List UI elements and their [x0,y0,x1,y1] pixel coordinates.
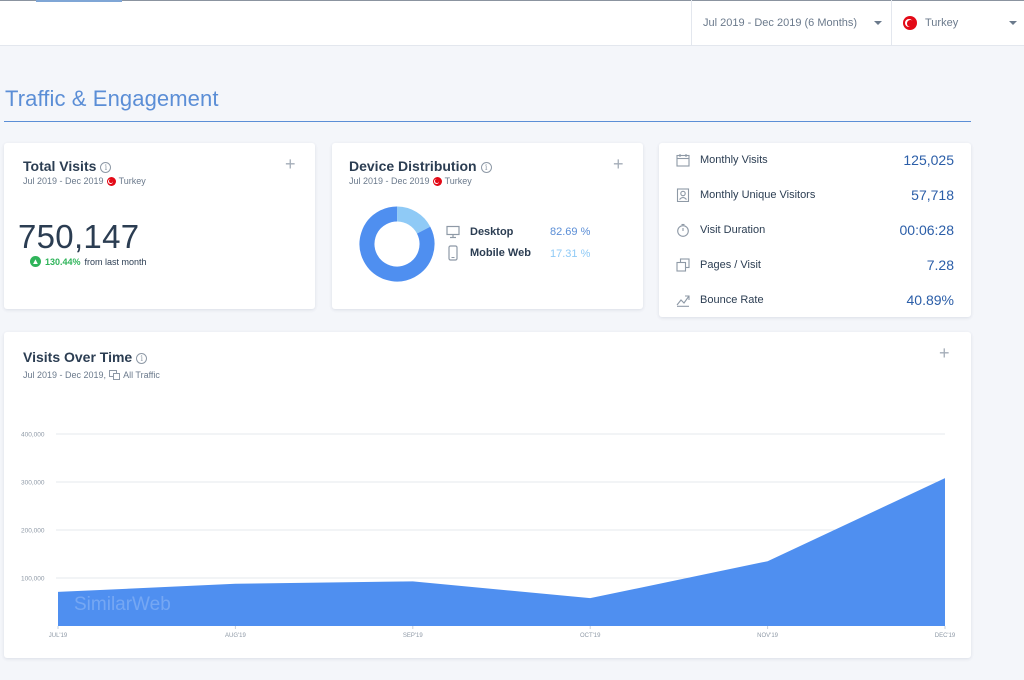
device-label: Desktop [470,226,514,238]
x-tick-label: AUG'19 [225,633,246,639]
device-distribution-title: Device Distribution i [349,158,492,174]
data-point[interactable] [587,595,593,601]
device-row-mobile: Mobile Web 17.31 % [446,245,590,261]
date-range-text: Jul 2019 - Dec 2019 [349,176,430,186]
donut-slice-desktop[interactable] [357,204,437,284]
device-share: 82.69 % [550,226,591,238]
x-tick-label: DEC'19 [935,633,956,639]
y-tick-label: 400,000 [21,432,45,439]
chevron-down-icon [874,21,882,25]
country-dropdown[interactable]: Turkey [903,0,1020,46]
donut-slice-mobile-web[interactable] [357,204,437,284]
section-title: Traffic & Engagement [5,86,219,111]
device-label: Mobile Web [470,247,531,259]
x-tick-label: OCT'19 [580,633,601,639]
visits-over-time-title-text: Visits Over Time [23,349,133,365]
device-distribution-subtitle: Jul 2019 - Dec 2019 Turkey [349,176,472,186]
growth-indicator: ▲ 130.44% from last month [30,256,147,267]
divider [691,0,692,46]
info-icon[interactable]: i [480,162,492,173]
metric-value: 7.28 [926,257,954,273]
metric-row: Monthly Unique Visitors 57,718 [676,185,954,205]
divider [891,0,892,46]
add-to-dashboard-button[interactable]: + [285,154,296,174]
y-tick-label: 100,000 [21,576,45,583]
mobile-icon [448,245,458,261]
metric-label: Monthly Unique Visitors [700,189,816,201]
metric-label: Visit Duration [700,224,766,236]
add-to-dashboard-button[interactable]: + [939,343,950,363]
desktop-icon [446,225,460,239]
calendar-icon [676,153,690,167]
visits-area[interactable] [58,478,945,626]
chevron-down-icon [1009,21,1017,25]
total-visits-subtitle: Jul 2019 - Dec 2019 Turkey [23,176,146,186]
traffic-label: All Traffic [123,370,160,380]
country-label: Turkey [925,17,959,29]
add-to-dashboard-button[interactable]: + [613,154,624,174]
growth-text: from last month [84,256,147,267]
turkey-flag-icon [106,176,116,186]
y-tick-label: 300,000 [21,480,45,487]
visits-area-chart: 100,000 200,000 300,000 400,000 SimilarWeb JU… [21,432,956,640]
metric-value: 57,718 [911,187,954,203]
metric-value: 40.89% [906,292,954,308]
stopwatch-icon [676,223,690,237]
metric-label: Pages / Visit [700,259,761,271]
y-tick-label: 200,000 [21,528,45,535]
total-visits-title: Total Visits i [23,158,112,174]
date-range-label: Jul 2019 - Dec 2019 (6 Months) [703,17,858,29]
data-point[interactable] [410,578,416,584]
pages-icon [676,258,690,272]
date-range-dropdown[interactable]: Jul 2019 - Dec 2019 (6 Months) [703,0,889,46]
engagement-metrics-card [659,143,971,317]
x-tick-label: NOV'19 [757,633,778,639]
arrow-up-icon: ▲ [30,256,41,267]
visits-over-time-title: Visits Over Time i [23,349,148,365]
bounce-icon [676,293,690,307]
x-tick-label: JUL'19 [49,633,68,639]
turkey-flag-icon [903,16,917,30]
active-tab-indicator [36,0,122,2]
total-visits-card: + [4,143,315,309]
metric-row: Monthly Visits 125,025 [676,150,954,170]
device-distribution-title-text: Device Distribution [349,158,477,174]
date-range-text: Jul 2019 - Dec 2019 [23,176,104,186]
date-range-text: Jul 2019 - Dec 2019, [23,370,107,380]
metric-value: 125,025 [903,152,954,168]
visits-over-time-subtitle: Jul 2019 - Dec 2019, All Traffic [23,370,160,380]
top-bar: Jul 2019 - Dec 2019 (6 Months) Turkey [0,0,1024,46]
metric-row: Pages / Visit 7.28 [676,255,954,275]
metric-row: Bounce Rate 40.89% [676,290,954,310]
metric-row: Visit Duration 00:06:28 [676,220,954,240]
visitor-icon [676,188,690,202]
metric-label: Bounce Rate [700,294,764,306]
total-visits-title-text: Total Visits [23,158,97,174]
device-share: 17.31 % [550,248,591,260]
turkey-flag-icon [432,176,442,186]
section-underline [4,121,971,122]
info-icon[interactable]: i [136,353,148,364]
data-point[interactable] [942,475,948,481]
all-traffic-icon [109,370,121,380]
growth-percent: 130.44% [45,256,81,267]
device-row-desktop: Desktop 82.69 % [446,225,590,239]
country-text: Turkey [444,176,472,186]
info-icon[interactable]: i [100,162,112,173]
data-point[interactable] [765,558,771,564]
metric-value: 00:06:28 [899,222,955,238]
total-visits-value: 750,147 [18,218,140,255]
data-point[interactable] [232,581,238,587]
device-donut-chart [357,204,437,284]
metric-label: Monthly Visits [700,154,768,166]
watermark: SimilarWeb [74,594,171,615]
country-text: Turkey [118,176,146,186]
data-point[interactable] [55,589,61,595]
x-tick-label: SEP'19 [403,633,423,639]
top-border [0,0,1024,1]
